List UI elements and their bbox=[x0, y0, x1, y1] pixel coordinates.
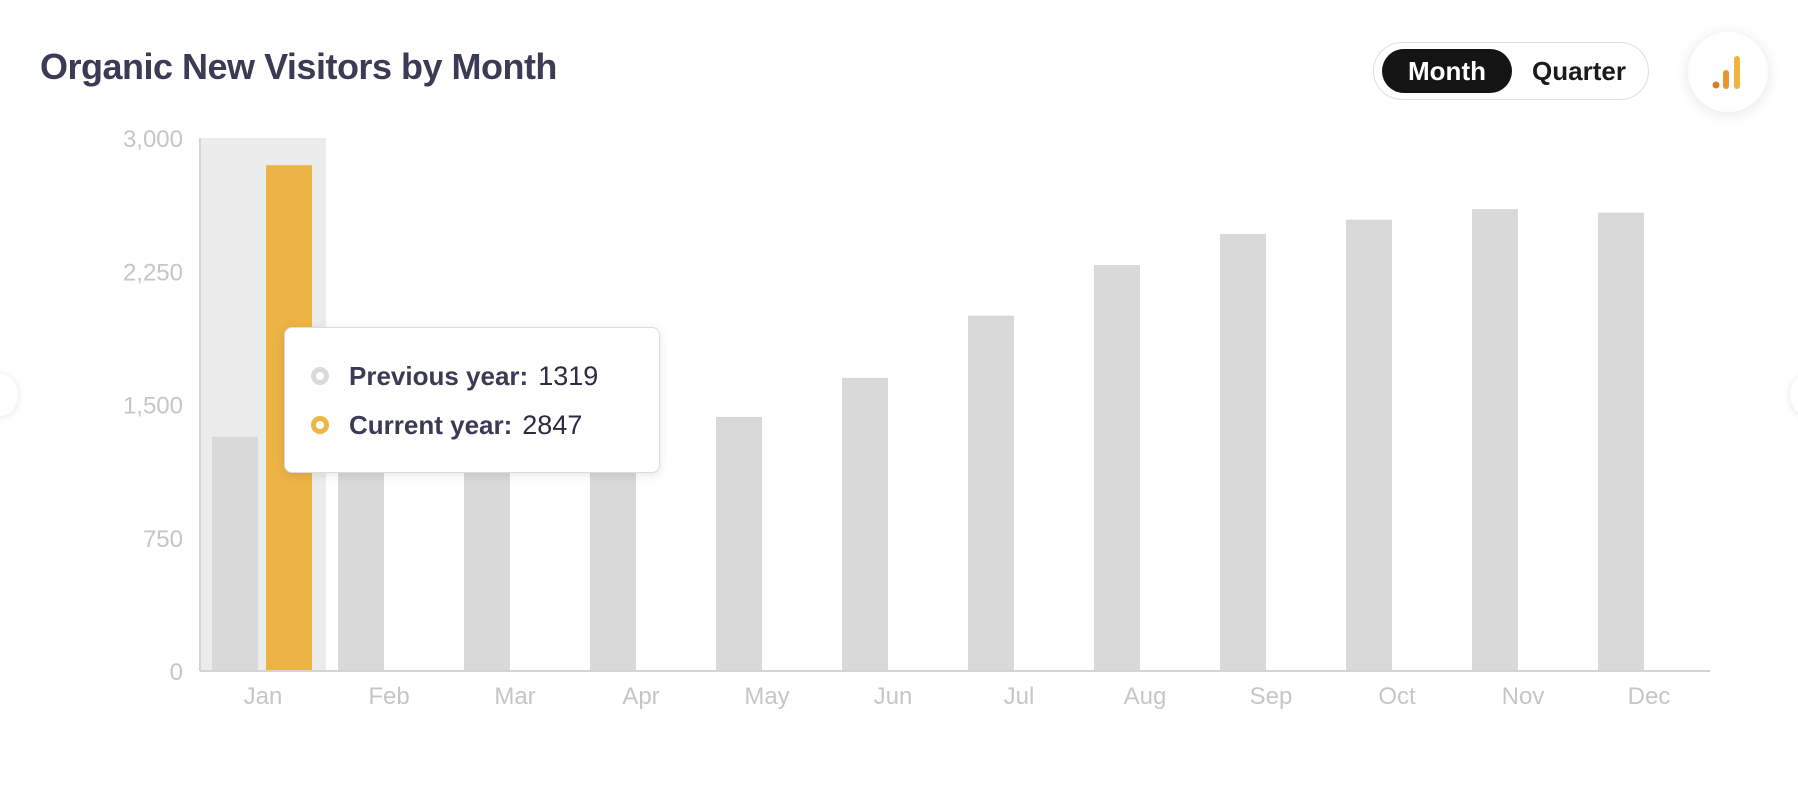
y-tick-label: 3,000 bbox=[123, 126, 183, 153]
previous-year-marker bbox=[311, 367, 329, 385]
tooltip-previous-value: 1319 bbox=[538, 360, 599, 391]
x-tick-label-jun: Jun bbox=[874, 683, 913, 710]
previous-year-bar-sep bbox=[1220, 233, 1266, 671]
period-toggle: Month Quarter bbox=[1373, 42, 1649, 100]
y-tick-label: 1,500 bbox=[123, 393, 183, 420]
previous-year-bar-oct bbox=[1346, 219, 1392, 671]
tooltip-row-current: Current year: 2847 bbox=[311, 409, 582, 441]
x-tick-label-nov: Nov bbox=[1502, 683, 1545, 710]
x-tick-label-apr: Apr bbox=[622, 683, 659, 710]
tooltip-row-previous: Previous year: 1319 bbox=[311, 360, 598, 392]
previous-year-bar-mar bbox=[464, 466, 510, 671]
tooltip-previous-label: Previous year: bbox=[349, 360, 529, 391]
previous-year-bar-feb bbox=[338, 466, 384, 671]
x-tick-label-dec: Dec bbox=[1628, 683, 1671, 710]
x-tick-label-oct: Oct bbox=[1378, 683, 1416, 710]
previous-year-bar-may bbox=[716, 416, 762, 671]
x-tick-label-sep: Sep bbox=[1250, 683, 1293, 710]
month-toggle-button[interactable]: Month bbox=[1382, 49, 1512, 93]
quarter-toggle-button[interactable]: Quarter bbox=[1532, 56, 1626, 86]
previous-year-bar-jul bbox=[968, 315, 1014, 671]
previous-year-bar-dec bbox=[1598, 212, 1644, 671]
previous-year-bar-apr bbox=[590, 466, 636, 671]
tooltip-current-label: Current year: bbox=[349, 409, 513, 440]
x-tick-label-mar: Mar bbox=[494, 683, 535, 710]
tooltip-current-value: 2847 bbox=[522, 409, 583, 440]
x-tick-label-feb: Feb bbox=[368, 683, 409, 710]
chart-title: Organic New Visitors by Month bbox=[40, 46, 557, 87]
x-tick-label-jul: Jul bbox=[1004, 683, 1035, 710]
previous-year-bar-aug bbox=[1094, 265, 1140, 671]
bar-chart-icon bbox=[1712, 56, 1740, 89]
next-card-nav[interactable] bbox=[1790, 374, 1798, 416]
y-tick-label: 2,250 bbox=[123, 259, 183, 286]
previous-card-nav[interactable] bbox=[0, 374, 18, 416]
current-year-marker bbox=[311, 416, 329, 434]
chart-type-button[interactable] bbox=[1688, 32, 1768, 112]
chart-tooltip: Previous year: 1319 Current year: 2847 bbox=[284, 327, 660, 473]
x-tick-label-jan: Jan bbox=[244, 683, 283, 710]
x-tick-label-aug: Aug bbox=[1124, 683, 1167, 710]
y-tick-label: 750 bbox=[143, 526, 183, 553]
previous-year-bar-jan bbox=[212, 436, 258, 671]
x-tick-label-may: May bbox=[744, 683, 789, 710]
previous-year-bar-nov bbox=[1472, 209, 1518, 672]
previous-year-bar-jun bbox=[842, 377, 888, 671]
y-tick-label: 0 bbox=[170, 659, 183, 686]
